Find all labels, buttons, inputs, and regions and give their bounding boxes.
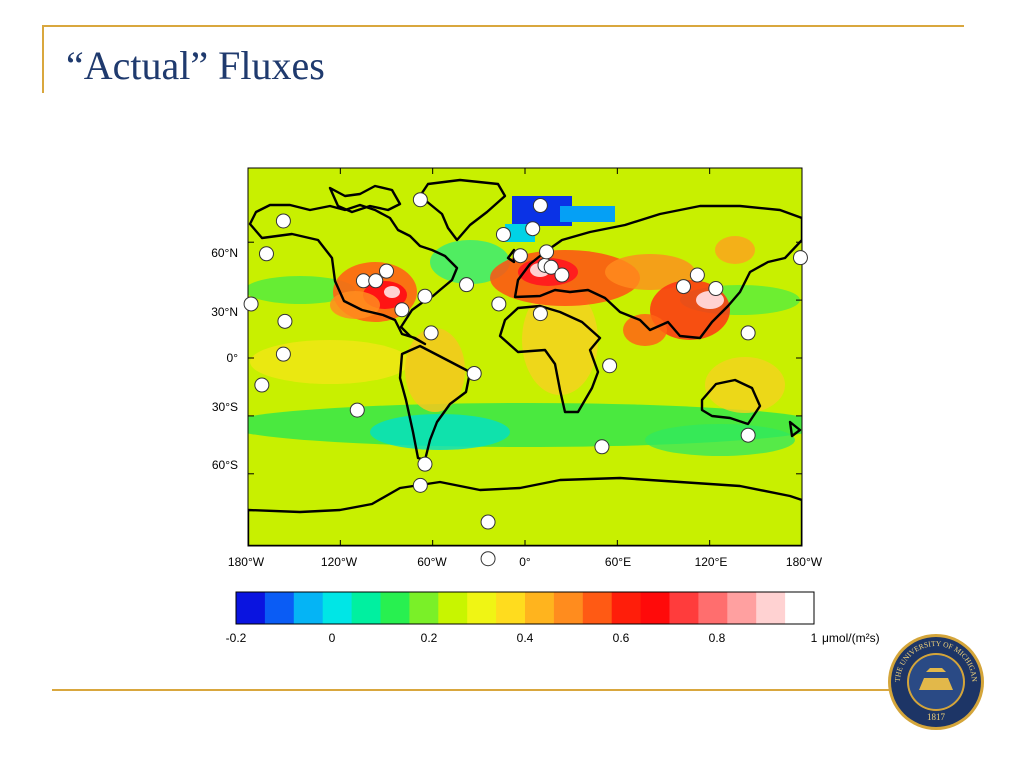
colorbar-swatch: [553, 592, 584, 624]
station-marker: [417, 288, 433, 304]
colorbar-tick-0-2: 0.2: [421, 631, 438, 645]
station-marker: [708, 281, 724, 297]
flux-map-figure: 60°N 30°N 0° 30°S 60°S 180°W 120°W 60°W …: [211, 167, 880, 645]
coastlines: [248, 178, 802, 546]
station-marker: [740, 325, 756, 341]
station-marker: [676, 279, 692, 295]
lat-label-30n: 30°N: [211, 305, 238, 319]
station-marker: [258, 246, 274, 262]
colorbar-swatch: [496, 592, 526, 624]
station-markers: [243, 192, 808, 567]
station-marker: [275, 213, 291, 229]
bottom-rule: [52, 689, 892, 691]
lon-label-60e: 60°E: [605, 555, 631, 569]
colorbar-swatch: [727, 592, 757, 624]
lat-label-60n: 60°N: [211, 246, 238, 260]
station-marker: [417, 456, 433, 472]
lon-label-180w-right: 180°W: [786, 555, 823, 569]
colorbar-swatch: [438, 592, 468, 624]
colorbar-swatch: [467, 592, 497, 624]
station-marker: [495, 226, 511, 242]
station-marker: [554, 267, 570, 283]
colorbar-unit: μmol/(m²s): [822, 631, 880, 645]
colorbar-swatch: [582, 592, 613, 624]
station-marker: [423, 325, 439, 341]
colorbar-tick-neg-0-2: -0.2: [226, 631, 247, 645]
station-marker: [532, 306, 548, 322]
lon-label-120e: 120°E: [695, 555, 728, 569]
station-marker: [379, 263, 394, 279]
station-marker: [525, 221, 541, 237]
colorbar-swatch: [669, 592, 699, 624]
colorbar: [236, 592, 815, 624]
lon-label-120w: 120°W: [321, 555, 358, 569]
station-marker: [412, 192, 428, 208]
tick-marks: [248, 168, 802, 546]
colorbar-tick-0-4: 0.4: [517, 631, 534, 645]
station-marker: [349, 402, 365, 418]
university-seal: THE UNIVERSITY OF MICHIGAN 1817: [888, 634, 984, 730]
station-marker: [689, 267, 705, 283]
colorbar-swatch: [293, 592, 324, 624]
colorbar-swatch: [322, 592, 353, 624]
station-marker: [368, 273, 384, 289]
lat-label-equator: 0°: [227, 351, 239, 365]
station-marker: [480, 514, 496, 530]
station-marker: [254, 377, 270, 393]
station-marker: [412, 477, 428, 493]
colorbar-swatch: [756, 592, 786, 624]
colorbar-frame: [235, 591, 815, 625]
colorbar-tick-0-8: 0.8: [709, 631, 726, 645]
colorbar-tick-0: 0: [329, 631, 336, 645]
station-marker: [394, 302, 410, 318]
station-marker: [792, 250, 808, 266]
colorbar-swatch: [785, 592, 815, 624]
station-marker: [543, 259, 559, 275]
lat-label-30s: 30°S: [212, 400, 238, 414]
colorbar-swatch: [640, 592, 671, 624]
station-marker: [740, 427, 756, 443]
station-marker: [243, 296, 259, 312]
station-marker: [275, 346, 291, 362]
seal-year: 1817: [927, 712, 946, 722]
colorbar-swatch: [351, 592, 382, 624]
colorbar-tick-1: 1: [811, 631, 818, 645]
lat-label-60s: 60°S: [212, 458, 238, 472]
colorbar-swatch: [698, 592, 728, 624]
station-marker: [602, 358, 618, 374]
station-marker: [539, 244, 555, 260]
station-marker: [594, 439, 610, 455]
station-marker: [277, 313, 293, 329]
page-title: “Actual” Fluxes: [66, 43, 325, 88]
colorbar-swatch: [236, 592, 266, 624]
lon-label-180w: 180°W: [228, 555, 265, 569]
lon-label-0: 0°: [519, 555, 531, 569]
station-marker: [480, 551, 496, 567]
station-marker: [459, 277, 475, 293]
colorbar-swatch: [525, 592, 555, 624]
colorbar-tick-0-6: 0.6: [613, 631, 630, 645]
colorbar-swatch: [264, 592, 295, 624]
colorbar-swatch: [380, 592, 410, 624]
station-marker: [491, 296, 507, 312]
station-marker: [466, 365, 482, 381]
seal-lamp-icon: [919, 678, 953, 690]
side-rule: [42, 25, 44, 93]
top-rule: [42, 25, 964, 27]
station-marker: [532, 198, 548, 214]
colorbar-swatch: [409, 592, 439, 624]
lon-label-60w: 60°W: [417, 555, 447, 569]
station-marker: [512, 248, 528, 264]
colorbar-swatch: [611, 592, 642, 624]
seal-book-icon: [926, 668, 946, 672]
